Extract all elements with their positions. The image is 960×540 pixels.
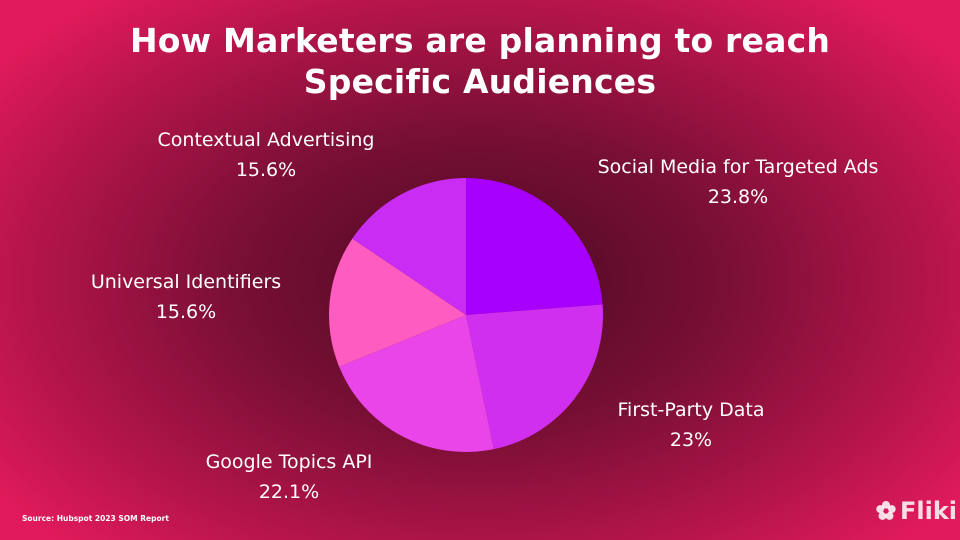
slice-label-value: 23% bbox=[669, 429, 713, 451]
slice-label-value: 23.8% bbox=[707, 186, 769, 208]
slice-label-name: Social Media for Targeted Ads bbox=[597, 156, 879, 178]
slice-label-name: Contextual Advertising bbox=[157, 129, 375, 151]
pie-slice-first-party-data bbox=[466, 304, 603, 450]
slice-label: Universal Identifiers 15.6% bbox=[91, 267, 281, 327]
chart-title-line-2: Specific Audiences bbox=[303, 62, 657, 101]
pie-slice-social-media-for-targeted-ads bbox=[466, 178, 603, 315]
chart-title-line-1: How Marketers are planning to reach bbox=[129, 21, 831, 60]
source-note: Source: Hubspot 2023 SOM Report bbox=[22, 514, 169, 523]
slice-label: Social Media for Targeted Ads 23.8% bbox=[598, 152, 879, 212]
slice-label-name: Universal Identifiers bbox=[90, 271, 282, 293]
slice-label-value: 22.1% bbox=[258, 481, 320, 503]
slice-label: Google Topics API 22.1% bbox=[206, 447, 373, 507]
gear-flower-icon bbox=[876, 501, 896, 520]
pie-slice-contextual-advertising bbox=[352, 178, 466, 315]
slice-label: First-Party Data 23% bbox=[618, 395, 765, 455]
chart-title: How Marketers are planning to reach Spec… bbox=[0, 20, 960, 102]
brand-name: Fliki bbox=[900, 497, 958, 525]
slice-label-name: Google Topics API bbox=[205, 451, 373, 473]
slice-label-value: 15.6% bbox=[235, 159, 297, 181]
pie-slice-universal-identifiers bbox=[329, 238, 466, 367]
pie-slice-google-topics-api bbox=[339, 315, 494, 452]
brand-logo: Fliki bbox=[875, 497, 957, 525]
slice-label-name: First-Party Data bbox=[617, 399, 765, 421]
slice-label: Contextual Advertising 15.6% bbox=[158, 125, 375, 185]
slice-label-value: 15.6% bbox=[155, 301, 217, 323]
